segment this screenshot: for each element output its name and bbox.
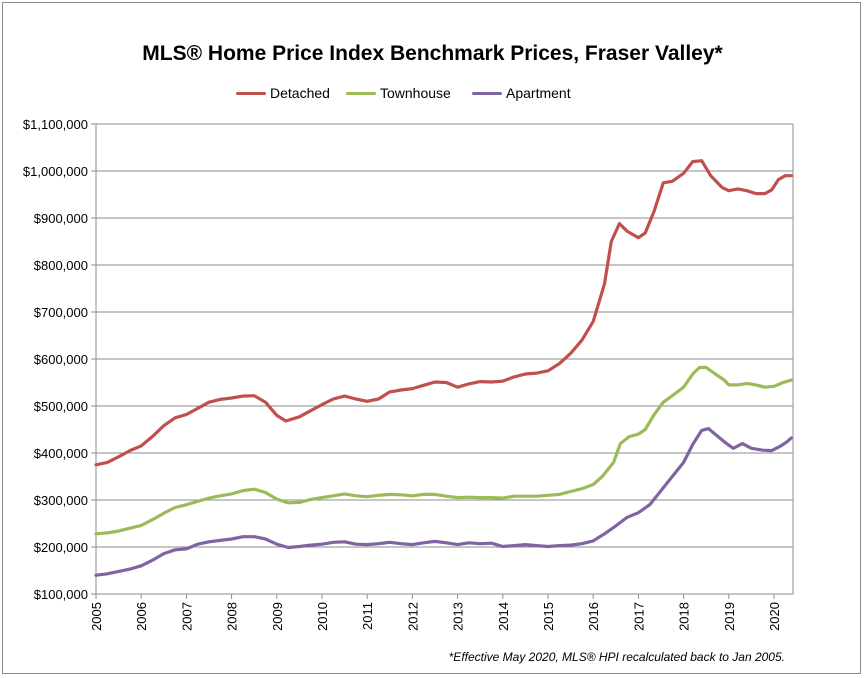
- x-tick-label: 2012: [405, 602, 420, 631]
- x-tick-label: 2009: [270, 602, 285, 631]
- y-tick-label: $200,000: [34, 540, 88, 555]
- legend-label-detached: Detached: [270, 85, 330, 101]
- x-tick-label: 2011: [360, 602, 375, 630]
- x-tick-label: 2008: [225, 602, 240, 631]
- legend-swatch-detached: [236, 92, 266, 95]
- legend: Detached Townhouse Apartment: [0, 84, 865, 102]
- y-tick-label: $100,000: [34, 587, 88, 602]
- footnote: *Effective May 2020, MLS® HPI recalculat…: [448, 650, 785, 664]
- y-tick-label: $700,000: [34, 305, 88, 320]
- x-tick-label: 2013: [451, 602, 466, 631]
- legend-label-townhouse: Townhouse: [380, 85, 451, 101]
- y-tick-label: $300,000: [34, 493, 88, 508]
- x-tick-label: 2005: [89, 602, 104, 631]
- x-tick-label: 2020: [767, 602, 782, 631]
- y-tick-label: $800,000: [34, 258, 88, 273]
- x-tick-label: 2016: [586, 602, 601, 631]
- x-tick-label: 2019: [722, 602, 737, 631]
- y-tick-label: $400,000: [34, 446, 88, 461]
- x-tick-label: 2010: [315, 602, 330, 631]
- y-tick-label: $600,000: [34, 352, 88, 367]
- legend-swatch-apartment: [472, 92, 502, 95]
- chart-title: MLS® Home Price Index Benchmark Prices, …: [142, 42, 723, 65]
- y-tick-label: $1,000,000: [23, 164, 88, 179]
- x-tick-label: 2018: [677, 602, 692, 631]
- x-tick-label: 2017: [631, 602, 646, 631]
- legend-label-apartment: Apartment: [506, 85, 571, 101]
- series-line-apartment: [94, 427, 793, 577]
- y-tick-label: $900,000: [34, 211, 88, 226]
- x-tick-label: 2015: [541, 602, 556, 631]
- x-tick-label: 2007: [179, 602, 194, 631]
- legend-swatch-townhouse: [346, 92, 376, 95]
- x-tick-label: 2006: [134, 602, 149, 631]
- series-line-detached: [94, 159, 793, 467]
- series-line-townhouse: [94, 365, 793, 536]
- y-tick-label: $1,100,000: [23, 117, 88, 132]
- y-tick-label: $500,000: [34, 399, 88, 414]
- x-tick-label: 2014: [496, 602, 511, 631]
